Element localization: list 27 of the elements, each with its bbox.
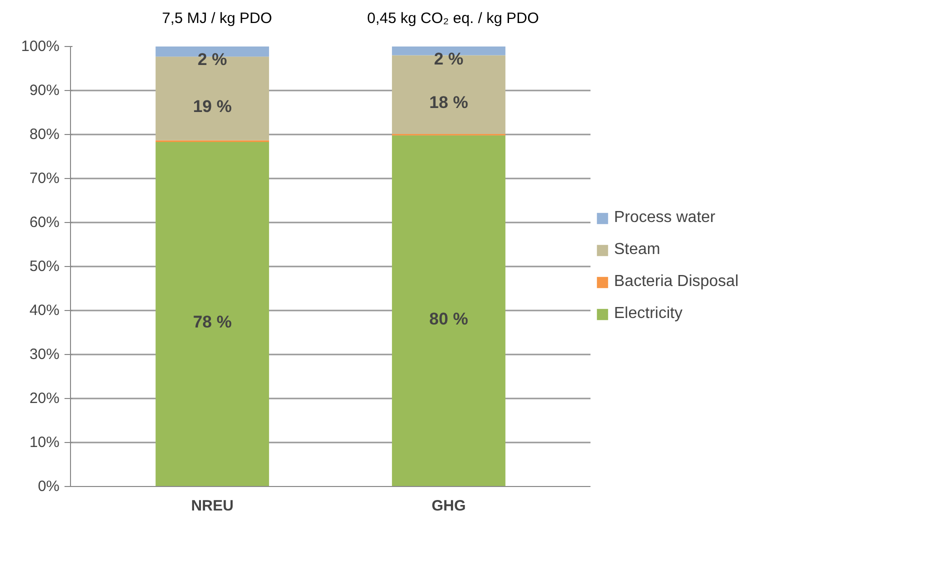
data-label: 78 % <box>192 312 232 332</box>
y-tick-label: 0% <box>38 478 60 495</box>
bar <box>392 135 506 486</box>
y-tick-label: 100% <box>21 38 60 55</box>
y-tick-label: 60% <box>29 214 60 231</box>
y-tick-label: 90% <box>29 82 60 99</box>
data-label: 19 % <box>192 96 232 116</box>
x-tick-label: GHG <box>432 498 466 514</box>
bar <box>156 142 270 486</box>
y-tick-label: 80% <box>29 126 60 143</box>
y-tick-label: 10% <box>29 434 60 451</box>
data-label: 2 % <box>434 49 464 68</box>
legend-label: Bacteria Disposal <box>614 273 738 291</box>
y-tick-label: 40% <box>29 302 60 319</box>
annotation: 7,5 MJ / kg PDO <box>162 8 272 29</box>
y-tick-label: 50% <box>29 258 60 275</box>
y-tick-label: 70% <box>29 170 60 187</box>
annotation: 0,45 kg CO₂ eq. / kg PDO <box>367 8 539 29</box>
data-label: 18 % <box>429 93 468 112</box>
data-label: 80 % <box>429 309 468 328</box>
x-tick-label: NREU <box>191 498 234 514</box>
legend-label: Steam <box>614 241 660 259</box>
legend-label: Electricity <box>614 305 682 323</box>
data-label: 2 % <box>198 50 227 70</box>
y-tick-label: 30% <box>29 346 60 363</box>
legend-label: Process water <box>614 209 716 227</box>
y-tick-label: 20% <box>29 390 60 407</box>
